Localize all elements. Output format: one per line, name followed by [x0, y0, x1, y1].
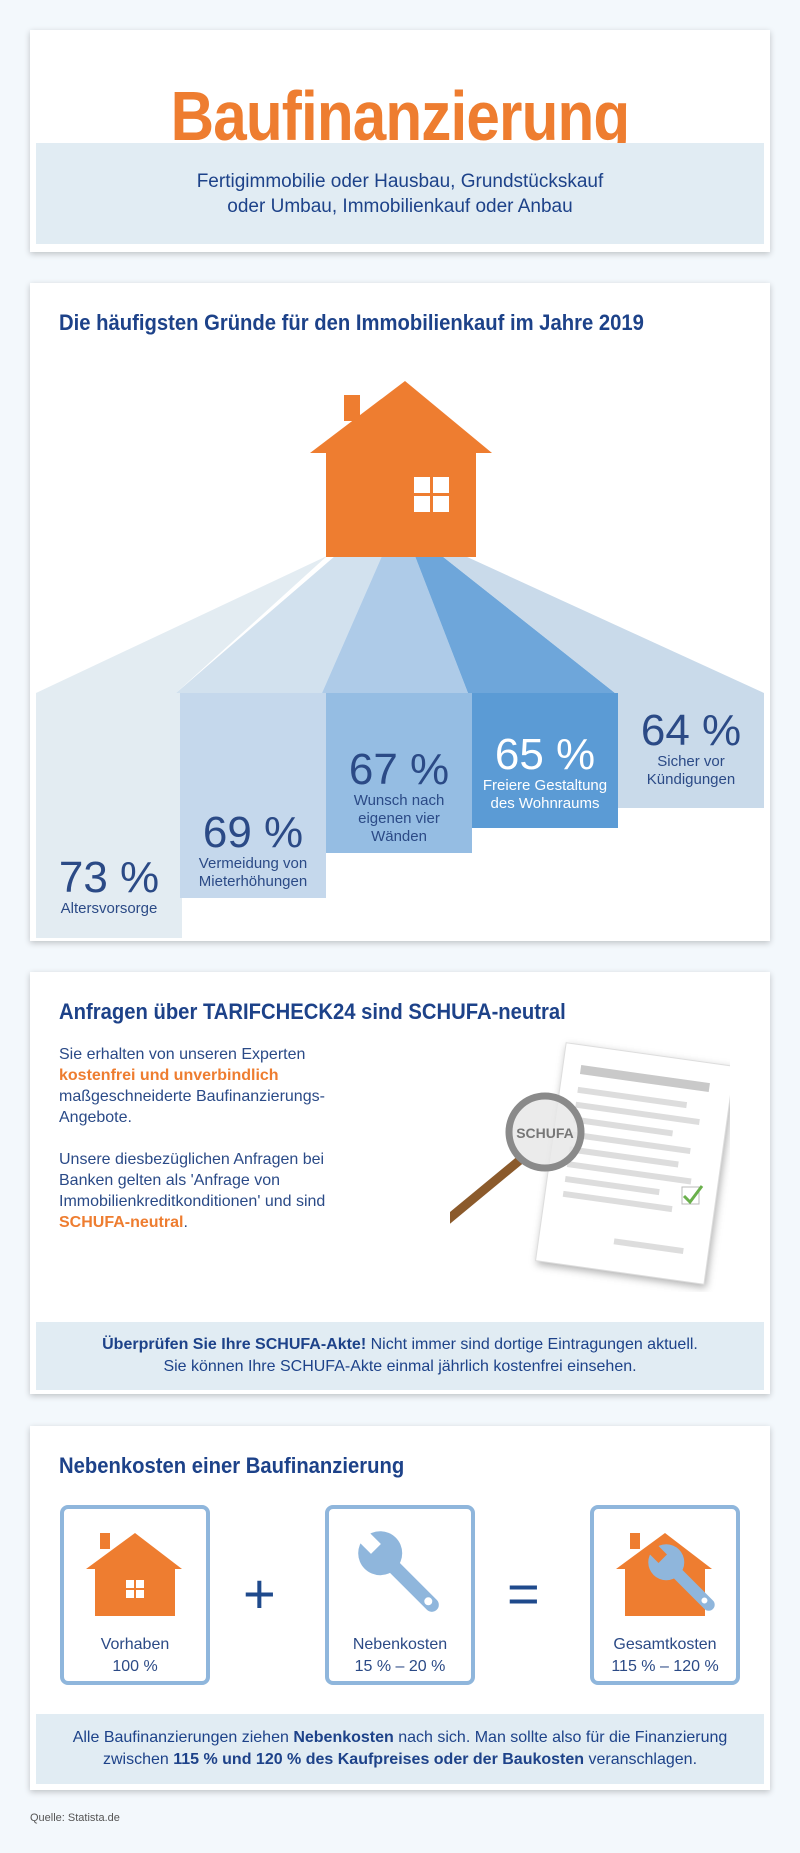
- costs-band-d: zwischen: [102, 1751, 174, 1768]
- schufa-title: Anfragen über TARIFCHECK24 sind SCHUFA-n…: [59, 999, 566, 1024]
- reason-2: 69 % Vermeidung von Mieterhöhungen: [180, 811, 326, 891]
- checkmark-icon: [681, 1185, 704, 1205]
- page-title: Baufinanzierung: [170, 77, 631, 155]
- costs-card: Nebenkosten einer Baufinanzierung Vorhab…: [30, 1426, 770, 1790]
- cost-additional-label: Nebenkosten 15 % – 20 %: [329, 1634, 471, 1678]
- schufa-p1-c: maßgeschneiderte Baufinanzierungs-Angebo…: [59, 1088, 325, 1126]
- house-wrench-icon: [616, 1533, 715, 1616]
- schufa-band: Überprüfen Sie Ihre SCHUFA-Akte! Nicht i…: [36, 1322, 764, 1390]
- bar-5: [618, 693, 764, 808]
- document-icon: [534, 1042, 730, 1285]
- cost-box-project: Vorhaben 100 %: [60, 1505, 210, 1685]
- costs-title: Nebenkosten einer Baufinanzierung: [59, 1453, 405, 1478]
- schufa-paragraph-1: Sie erhalten von unseren Experten kosten…: [59, 1044, 369, 1128]
- schufa-text: Sie erhalten von unseren Experten kosten…: [59, 1044, 369, 1254]
- fan-5: [442, 556, 764, 693]
- reasons-graphic: [36, 381, 764, 938]
- reason-5: 64 % Sicher vor Kündigungen: [618, 709, 764, 789]
- reason-2-label-1: Vermeidung von: [198, 855, 308, 872]
- cost-project-name: Vorhaben: [100, 1636, 170, 1653]
- schufa-p1-a: Sie erhalten von unseren Experten: [59, 1046, 306, 1063]
- source-note: Quelle: Statista.de: [30, 1812, 120, 1824]
- fan-2: [176, 556, 382, 693]
- reason-5-label-2: Kündigungen: [646, 771, 736, 788]
- fan-3: [322, 556, 468, 693]
- bar-3: [326, 693, 472, 853]
- reason-3-pct: 67 %: [348, 745, 450, 794]
- bar-2: [180, 693, 326, 898]
- wrench-icon: [355, 1528, 439, 1612]
- cost-additional-value: 15 % – 20 %: [354, 1658, 446, 1675]
- schufa-p2-a: Unsere diesbezüglichen Anfragen bei Bank…: [59, 1151, 326, 1210]
- reason-4-label-1: Freiere Gestaltung: [482, 777, 608, 794]
- reason-1-label: Altersvorsorge: [60, 900, 158, 917]
- reason-4: 65 % Freiere Gestaltung des Wohnraums: [472, 733, 618, 813]
- costs-band-c: nach sich. Man sollte also für die Finan…: [393, 1729, 728, 1746]
- equals-sign: =: [507, 1562, 540, 1625]
- house-icon: [86, 1533, 182, 1616]
- reason-3-label-3: Wänden: [371, 828, 427, 845]
- plus-sign: +: [243, 1562, 276, 1625]
- schufa-stamp-text: SCHUFA: [516, 1125, 574, 1141]
- schufa-p2-highlight: SCHUFA-neutral: [59, 1214, 184, 1231]
- reason-2-label-2: Mieterhöhungen: [198, 873, 308, 890]
- costs-band-a: Alle Baufinanzierungen ziehen: [72, 1729, 294, 1746]
- reason-1-pct: 73 %: [58, 853, 160, 902]
- cost-additional-name: Nebenkosten: [352, 1636, 448, 1653]
- schufa-card: Anfragen über TARIFCHECK24 sind SCHUFA-n…: [30, 972, 770, 1394]
- subtitle-line-1: Fertigimmobilie oder Hausbau, Grundstück…: [196, 170, 604, 192]
- reason-3: 67 % Wunsch nach eigenen vier Wänden: [326, 748, 472, 846]
- cost-box-total: Gesamtkosten 115 % – 120 %: [590, 1505, 740, 1685]
- reasons-title: Die häufigsten Gründe für den Immobilien…: [59, 310, 644, 335]
- schufa-band-bold: Überprüfen Sie Ihre SCHUFA-Akte!: [102, 1336, 367, 1353]
- schufa-p1-highlight: kostenfrei und unverbindlich: [59, 1067, 279, 1084]
- reason-4-pct: 65 %: [494, 730, 596, 779]
- header-card: Baufinanzierung Fertigimmobilie oder Hau…: [30, 30, 770, 252]
- subtitle-line-2: oder Umbau, Immobilienkauf oder Anbau: [227, 195, 573, 217]
- reason-2-pct: 69 %: [202, 808, 304, 857]
- costs-band-f: veranschlagen.: [584, 1751, 698, 1768]
- cost-box-additional: Nebenkosten 15 % – 20 %: [325, 1505, 475, 1685]
- costs-band-b: Nebenkosten: [293, 1729, 394, 1746]
- subtitle-band: Fertigimmobilie oder Hausbau, Grundstück…: [36, 143, 764, 244]
- schufa-band-rest: Nicht immer sind dortige Eintragungen ak…: [366, 1336, 698, 1353]
- reason-1: 73 % Altersvorsorge: [36, 856, 182, 918]
- schufa-p2-c: .: [183, 1214, 188, 1231]
- fan-1: [36, 556, 327, 693]
- schufa-band-line-2: Sie können Ihre SCHUFA-Akte einmal jährl…: [163, 1358, 637, 1375]
- cost-total-name: Gesamtkosten: [613, 1636, 717, 1653]
- reason-4-label-2: des Wohnraums: [490, 795, 600, 812]
- cost-project-label: Vorhaben 100 %: [64, 1634, 206, 1678]
- bar-4: [472, 693, 618, 828]
- reasons-card: Die häufigsten Gründe für den Immobilien…: [30, 283, 770, 941]
- reason-3-label-1: Wunsch nach: [353, 792, 445, 809]
- schufa-paragraph-2: Unsere diesbezüglichen Anfragen bei Bank…: [59, 1149, 369, 1233]
- cost-project-value: 100 %: [112, 1658, 158, 1675]
- house-icon: [310, 381, 492, 557]
- fan-4: [415, 556, 615, 693]
- reason-5-pct: 64 %: [640, 706, 742, 755]
- costs-band-e: 115 % und 120 % des Kaufpreises oder der…: [173, 1751, 585, 1768]
- cost-total-value: 115 % – 120 %: [611, 1658, 719, 1675]
- reason-5-label-1: Sicher vor: [657, 753, 725, 770]
- reason-3-label-2: eigenen vier: [358, 810, 440, 827]
- schufa-illustration: SCHUFA: [450, 1042, 730, 1285]
- costs-band: Alle Baufinanzierungen ziehen Nebenkoste…: [36, 1714, 764, 1784]
- bar-1: [36, 693, 182, 938]
- magnifier-icon: SCHUFA: [450, 1092, 585, 1224]
- cost-total-label: Gesamtkosten 115 % – 120 %: [594, 1634, 736, 1678]
